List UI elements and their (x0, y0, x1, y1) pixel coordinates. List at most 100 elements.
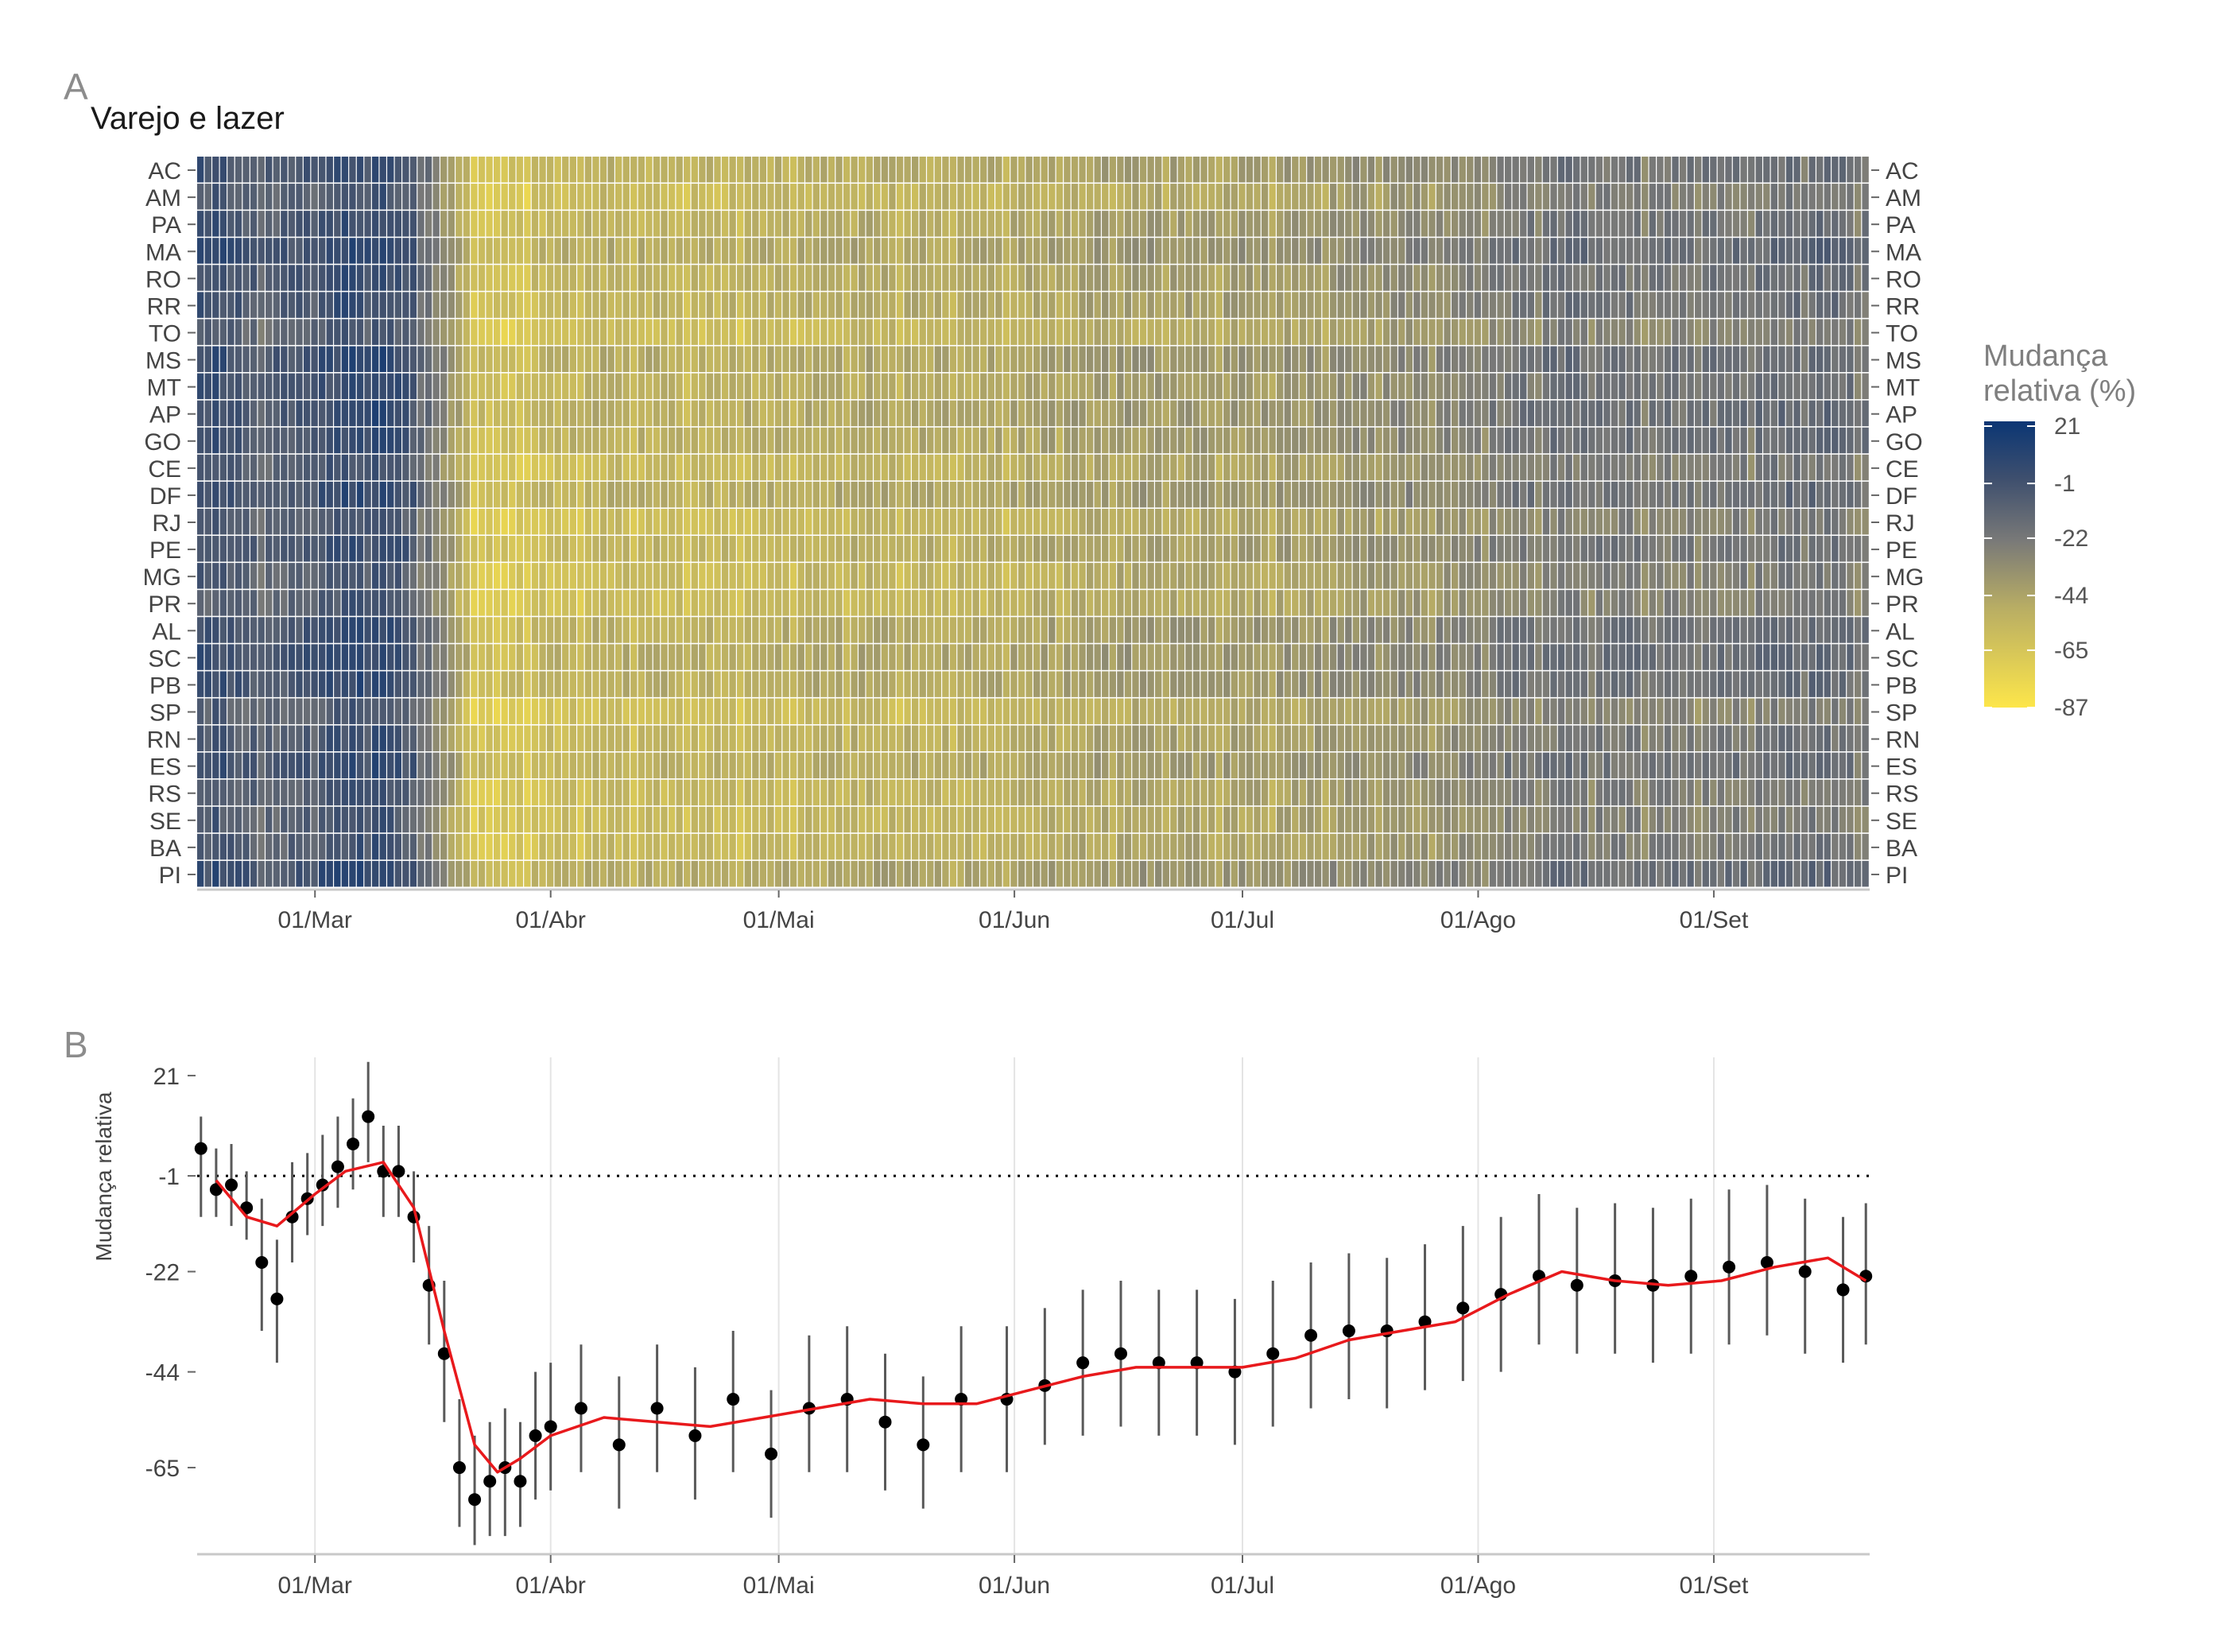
heatmap-cell (1702, 481, 1709, 508)
heatmap-cell (1360, 617, 1367, 643)
heatmap-cell (744, 617, 751, 643)
heatmap-cell (1192, 400, 1200, 427)
heatmap-cell (1816, 536, 1824, 562)
heatmap-cell (957, 644, 964, 670)
heatmap-cell (273, 400, 280, 427)
heatmap-cell (1573, 427, 1580, 454)
heatmap-cell (1755, 265, 1762, 291)
heatmap-cell (1452, 536, 1459, 562)
heatmap-cell (424, 536, 432, 562)
heatmap-cell (562, 238, 569, 264)
heatmap-cell (1155, 319, 1162, 345)
heatmap-cell (562, 752, 569, 779)
heatmap-cell (486, 536, 493, 562)
heatmap-cell (1679, 184, 1687, 210)
heatmap-cell (668, 508, 676, 535)
heatmap-cell (1793, 481, 1801, 508)
heatmap-cell (1246, 346, 1254, 372)
heatmap-cell (1603, 292, 1611, 318)
heatmap-cell (714, 157, 721, 183)
heatmap-cell (957, 752, 964, 779)
heatmap-cell (812, 211, 820, 237)
heatmap-cell (273, 454, 280, 481)
heatmap-cell (1778, 346, 1785, 372)
heatmap-cell (1329, 617, 1337, 643)
heatmap-cell (1634, 265, 1641, 291)
heatmap-cell (942, 590, 949, 616)
heatmap-cell (1132, 671, 1139, 697)
heatmap-cell (1687, 319, 1694, 345)
heatmap-cell (539, 508, 546, 535)
heatmap-cell (364, 238, 371, 264)
heatmap-cell (1246, 157, 1254, 183)
heatmap-cell (805, 292, 812, 318)
heatmap-cell (721, 508, 729, 535)
heatmap-cell (516, 400, 524, 427)
heatmap-cell (630, 454, 638, 481)
heatmap-cell (387, 157, 394, 183)
heatmap-cell (1695, 536, 1702, 562)
heatmap-cell (1672, 265, 1679, 291)
heatmap-cell (820, 400, 828, 427)
heatmap-cell (227, 536, 235, 562)
heatmap-cell (1292, 373, 1299, 400)
heatmap-cell (326, 211, 333, 237)
heatmap-cell (1238, 238, 1246, 264)
heatmap-cell (1679, 157, 1687, 183)
heatmap-cell (197, 617, 204, 643)
heatmap-cell (729, 698, 736, 724)
heatmap-cell (1071, 292, 1079, 318)
heatmap-cell (1557, 400, 1565, 427)
heatmap-cell (1801, 725, 1808, 752)
heatmap-cell (1618, 346, 1626, 372)
heatmap-cell (409, 454, 417, 481)
heatmap-cell (1542, 400, 1550, 427)
heatmap-cell (341, 157, 349, 183)
heatmap-cell (835, 671, 843, 697)
heatmap-cell (1246, 292, 1254, 318)
heatmap-cell (1459, 292, 1466, 318)
heatmap-cell (212, 508, 219, 535)
heatmap-cell (311, 184, 318, 210)
heatmap-cell (881, 400, 889, 427)
heatmap-cell (1086, 184, 1094, 210)
heatmap-cell (1292, 536, 1299, 562)
heatmap-cell (356, 644, 364, 670)
heatmap-cell (1565, 400, 1572, 427)
heatmap-cell (1672, 644, 1679, 670)
heatmap-cell (1603, 481, 1611, 508)
heatmap-cell (1793, 698, 1801, 724)
heatmap-cell (1064, 211, 1071, 237)
heatmap-cell (334, 481, 341, 508)
heatmap-cell (273, 536, 280, 562)
heatmap-cell (432, 671, 440, 697)
heatmap-cell (1238, 373, 1246, 400)
heatmap-cell (1717, 536, 1725, 562)
heatmap-cell (661, 536, 668, 562)
heatmap-cell (1246, 752, 1254, 779)
heatmap-cell (1329, 454, 1337, 481)
heatmap-cell (387, 373, 394, 400)
heatmap-cell (949, 508, 957, 535)
heatmap-cell (349, 644, 356, 670)
heatmap-cell (1588, 563, 1595, 589)
heatmap-cell (1618, 319, 1626, 345)
heatmap-cell (531, 373, 539, 400)
heatmap-cell (1695, 698, 1702, 724)
heatmap-cell (1763, 563, 1770, 589)
heatmap-cell (1352, 292, 1360, 318)
heatmap-cell (1702, 238, 1709, 264)
heatmap-cell (1421, 319, 1428, 345)
heatmap-cell (1223, 238, 1231, 264)
heatmap-cell (266, 508, 273, 535)
heatmap-cell (1002, 671, 1010, 697)
heatmap-cell (1010, 238, 1018, 264)
heatmap-cell (1459, 346, 1466, 372)
heatmap-cell (1657, 508, 1664, 535)
heatmap-cell (1770, 319, 1778, 345)
heatmap-cell (607, 508, 614, 535)
heatmap-cell (296, 698, 303, 724)
heatmap-cell (1109, 481, 1116, 508)
heatmap-cell (1573, 319, 1580, 345)
heatmap-cell (1785, 373, 1793, 400)
